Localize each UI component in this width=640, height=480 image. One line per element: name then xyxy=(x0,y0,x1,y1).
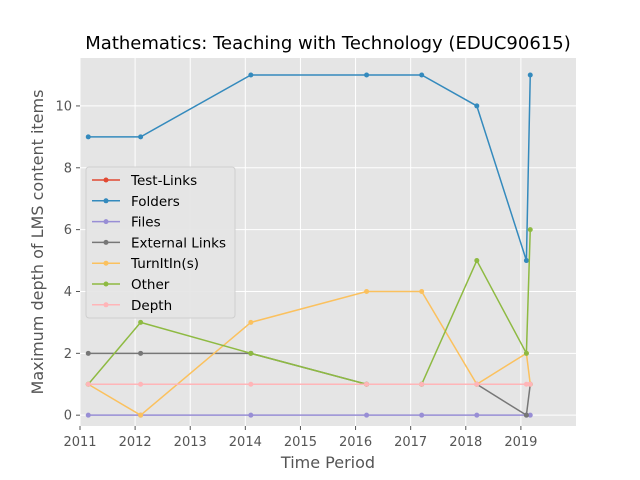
legend-label: Test-Links xyxy=(130,173,197,189)
legend-label: Depth xyxy=(131,298,172,314)
data-point xyxy=(364,381,370,387)
x-tick-label: 2014 xyxy=(229,435,262,450)
data-point xyxy=(138,350,144,356)
data-point xyxy=(527,227,533,233)
data-point xyxy=(138,134,144,140)
y-tick-label: 0 xyxy=(64,409,72,424)
data-point xyxy=(364,72,370,78)
data-point xyxy=(248,381,254,387)
data-point xyxy=(248,319,254,325)
data-point xyxy=(419,288,425,294)
data-point xyxy=(138,319,144,325)
data-point xyxy=(364,412,370,418)
data-point xyxy=(523,381,529,387)
data-point xyxy=(248,412,254,418)
series-layer xyxy=(85,72,533,418)
y-tick-label: 2 xyxy=(64,347,72,362)
x-axis-ticks: 2011 2012 2013 2014 2015 2016 2017 2018 2019 xyxy=(63,426,537,450)
y-tick-label: 10 xyxy=(55,99,72,114)
data-point xyxy=(527,72,533,78)
legend-box xyxy=(85,166,236,319)
legend-marker xyxy=(103,219,109,225)
data-point xyxy=(474,258,480,264)
x-tick-label: 2013 xyxy=(174,435,207,450)
data-point xyxy=(527,412,533,418)
data-point xyxy=(419,412,425,418)
y-axis-label: Maximum depth of LMS content items xyxy=(28,90,47,395)
legend-marker xyxy=(103,302,109,308)
y-tick-label: 6 xyxy=(64,223,72,238)
data-point xyxy=(523,258,529,264)
x-axis-label: Time Period xyxy=(280,453,375,472)
legend-label: Other xyxy=(131,277,170,293)
data-point xyxy=(85,412,91,418)
x-tick-label: 2012 xyxy=(119,435,152,450)
series-line xyxy=(88,74,532,261)
x-tick-label: 2019 xyxy=(504,435,537,450)
y-tick-label: 8 xyxy=(64,161,72,176)
x-tick-label: 2011 xyxy=(63,435,96,450)
data-point xyxy=(85,350,91,356)
data-point xyxy=(474,103,480,109)
data-point xyxy=(419,72,425,78)
legend-marker xyxy=(103,260,109,266)
data-point xyxy=(474,412,480,418)
data-point xyxy=(248,350,254,356)
legend-marker xyxy=(103,177,109,183)
x-tick-label: 2016 xyxy=(339,435,372,450)
data-point xyxy=(474,381,480,387)
legend-label: External Links xyxy=(131,235,226,251)
data-point xyxy=(523,350,529,356)
legend-label: Files xyxy=(131,215,161,231)
data-point xyxy=(138,412,144,418)
y-axis-ticks: 0 2 4 6 8 10 xyxy=(55,99,80,424)
legend-label: Folders xyxy=(131,194,180,210)
data-point xyxy=(248,72,254,78)
legend-marker xyxy=(103,239,109,245)
data-point xyxy=(527,381,533,387)
x-tick-label: 2017 xyxy=(394,435,427,450)
x-tick-label: 2018 xyxy=(449,435,482,450)
data-point xyxy=(138,381,144,387)
series-line xyxy=(87,290,532,417)
legend-marker xyxy=(103,281,109,287)
data-point xyxy=(419,381,425,387)
data-point xyxy=(85,381,91,387)
legend: Test-Links Folders Files External Links Turn… xyxy=(85,166,236,319)
data-point xyxy=(364,288,370,294)
data-point xyxy=(85,134,91,140)
legend-label: TurnItIn(s) xyxy=(130,256,199,272)
legend-marker xyxy=(103,198,109,204)
series-folders xyxy=(85,72,533,264)
x-tick-label: 2015 xyxy=(284,435,317,450)
chart-title: Mathematics: Teaching with Technology (E… xyxy=(85,33,570,54)
y-tick-label: 4 xyxy=(64,285,72,300)
series-depth xyxy=(85,381,533,387)
data-point xyxy=(523,412,529,418)
